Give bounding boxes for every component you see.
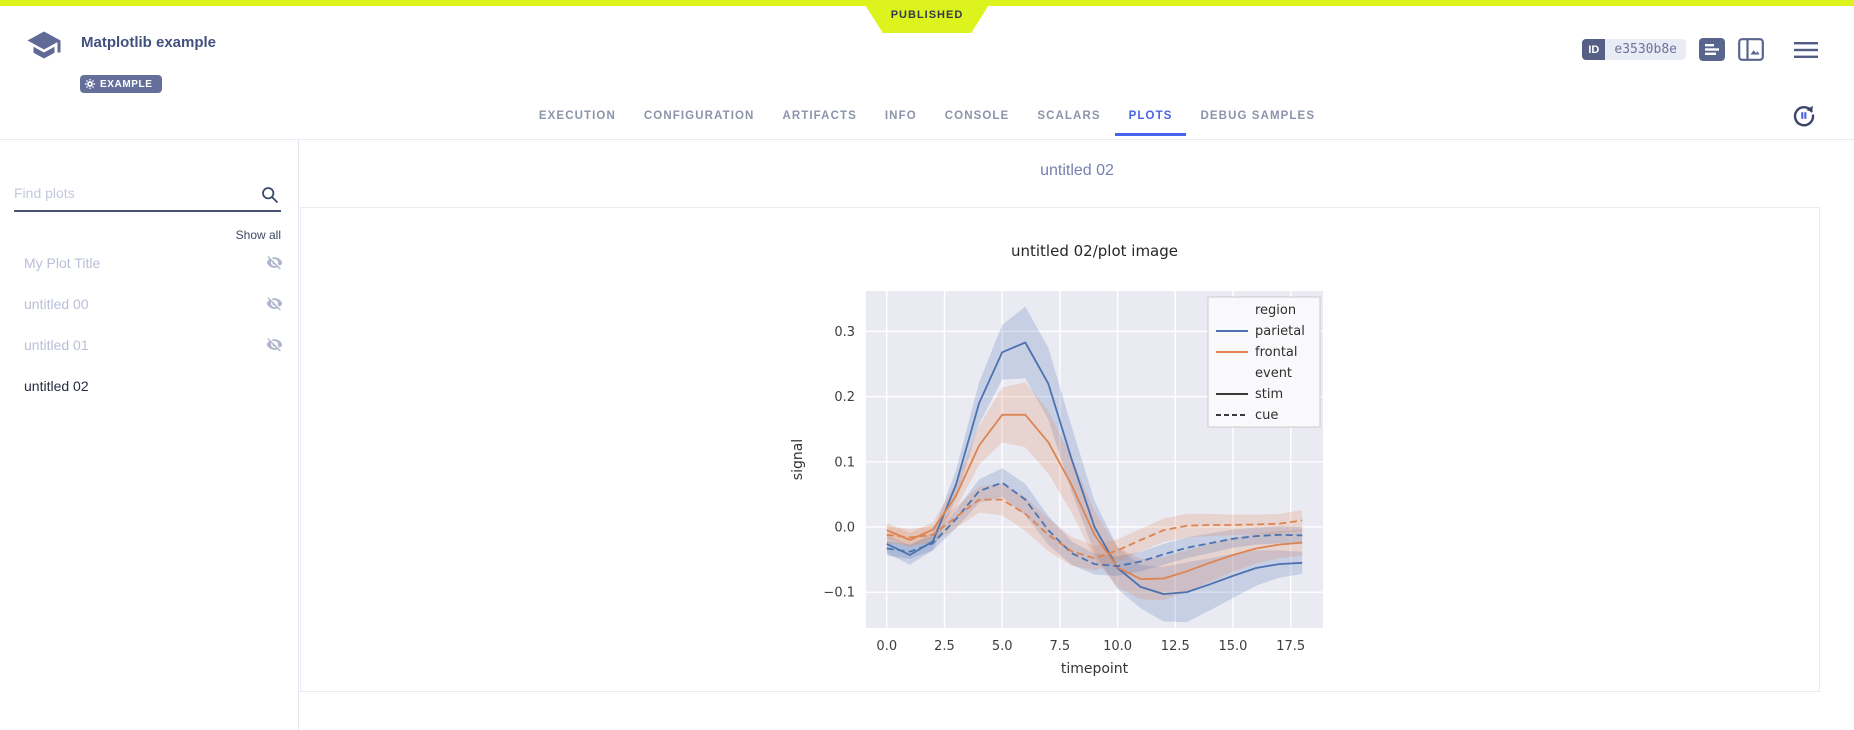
experiment-id-chip[interactable]: ID e3530b8e	[1582, 39, 1686, 60]
find-plots-search	[14, 180, 281, 212]
plots-sidebar: Show all My Plot Title untitled 00 untit…	[0, 140, 299, 730]
svg-text:signal: signal	[790, 439, 806, 480]
eye-off-icon[interactable]	[266, 336, 283, 356]
svg-text:event: event	[1255, 366, 1292, 381]
plot-image: 0.0 2.5 5.0 7.5 10.0 12.5 15.0 17.5 −0.1 0.0 0.1 0.…	[768, 226, 1428, 681]
gear-icon	[84, 78, 96, 90]
experiment-title: Matplotlib example	[81, 34, 217, 51]
plot-card: 0.0 2.5 5.0 7.5 10.0 12.5 15.0 17.5 −0.1 0.0 0.1 0.…	[300, 207, 1820, 692]
plot-list-item[interactable]: untitled 01	[0, 324, 298, 365]
plot-item-label: untitled 02	[24, 377, 89, 394]
experiment-type-icon	[27, 31, 61, 59]
menu-button[interactable]	[1794, 41, 1818, 59]
eye-off-icon[interactable]	[266, 295, 283, 315]
example-tag-label: EXAMPLE	[100, 78, 153, 90]
svg-text:0.1: 0.1	[834, 455, 855, 470]
svg-text:12.5: 12.5	[1161, 639, 1190, 654]
search-icon[interactable]	[261, 186, 279, 209]
svg-text:0.0: 0.0	[876, 639, 897, 654]
tab-execution[interactable]: EXECUTION	[538, 110, 616, 122]
search-input[interactable]	[14, 180, 244, 201]
svg-text:parietal: parietal	[1255, 324, 1305, 339]
header-actions: ID e3530b8e	[1582, 38, 1818, 61]
details-icon	[1699, 38, 1725, 61]
svg-text:15.0: 15.0	[1219, 639, 1248, 654]
plot-item-label: My Plot Title	[24, 254, 101, 271]
tab-plots[interactable]: PLOTS	[1114, 99, 1187, 136]
svg-text:region: region	[1255, 303, 1296, 318]
svg-text:0.3: 0.3	[834, 325, 855, 340]
svg-text:7.5: 7.5	[1050, 639, 1071, 654]
id-label: ID	[1582, 39, 1606, 60]
published-label: PUBLISHED	[890, 8, 964, 21]
tab-debug-samples[interactable]: DEBUG SAMPLES	[1200, 110, 1316, 122]
side-panel-icon	[1738, 38, 1764, 61]
example-tag-badge: EXAMPLE	[80, 75, 162, 93]
tab-artifacts[interactable]: ARTIFACTS	[782, 110, 857, 122]
tab-scalars[interactable]: SCALARS	[1037, 110, 1101, 122]
svg-text:0.0: 0.0	[834, 520, 855, 535]
svg-text:10.0: 10.0	[1103, 639, 1132, 654]
svg-text:2.5: 2.5	[934, 639, 955, 654]
svg-text:0.2: 0.2	[834, 390, 855, 405]
svg-text:5.0: 5.0	[992, 639, 1013, 654]
plot-list-item[interactable]: My Plot Title	[0, 242, 298, 283]
plot-group-title: untitled 02	[1040, 162, 1114, 179]
line-chart: 0.0 2.5 5.0 7.5 10.0 12.5 15.0 17.5 −0.1 0.0 0.1 0.…	[790, 242, 1323, 677]
svg-text:timepoint: timepoint	[1061, 661, 1129, 677]
svg-text:stim: stim	[1255, 387, 1283, 402]
tab-console[interactable]: CONSOLE	[944, 110, 1010, 122]
plot-list: My Plot Title untitled 00 untitled 01 un…	[0, 242, 298, 406]
tab-configuration[interactable]: CONFIGURATION	[643, 110, 755, 122]
menu-icon	[1794, 41, 1818, 58]
header: Matplotlib example EXAMPLE ID e3530b8e	[0, 6, 1854, 140]
tab-info[interactable]: INFO	[884, 110, 917, 122]
plot-item-label: untitled 01	[24, 336, 89, 353]
plots-content: untitled 02 0.0 2.5 5.0 7.5 10.0 12.5 15.0 17.5…	[300, 140, 1854, 730]
plot-list-item[interactable]: untitled 02	[0, 365, 298, 406]
svg-text:untitled 02/plot image: untitled 02/plot image	[1011, 242, 1178, 260]
published-ribbon: PUBLISHED	[862, 0, 992, 33]
tab-bar: EXECUTION CONFIGURATION ARTIFACTS INFO C…	[0, 99, 1854, 136]
svg-text:−0.1: −0.1	[823, 586, 855, 601]
details-button[interactable]	[1699, 38, 1725, 61]
side-panel-button[interactable]	[1738, 38, 1764, 61]
eye-off-icon[interactable]	[266, 254, 283, 274]
id-value: e3530b8e	[1605, 39, 1686, 60]
auto-refresh-icon	[1793, 105, 1815, 127]
svg-text:cue: cue	[1255, 408, 1278, 423]
auto-refresh-button[interactable]	[1790, 102, 1817, 129]
plot-list-item[interactable]: untitled 00	[0, 283, 298, 324]
show-all-button[interactable]: Show all	[235, 228, 281, 242]
plot-item-label: untitled 00	[24, 295, 89, 312]
svg-text:frontal: frontal	[1255, 345, 1298, 360]
svg-text:17.5: 17.5	[1276, 639, 1305, 654]
